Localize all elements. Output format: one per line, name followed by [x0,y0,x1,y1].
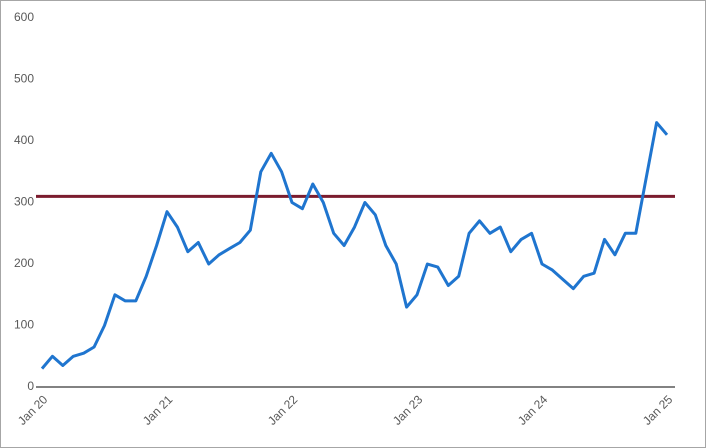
y-tick-label: 0 [27,379,34,393]
y-tick-label: 100 [14,318,34,332]
y-tick-label: 500 [14,72,34,86]
y-tick-label: 400 [14,133,34,147]
y-tick-label: 300 [14,195,34,209]
price-line [40,121,669,370]
y-tick-label: 200 [14,256,34,270]
y-tick-label: 600 [14,10,34,24]
